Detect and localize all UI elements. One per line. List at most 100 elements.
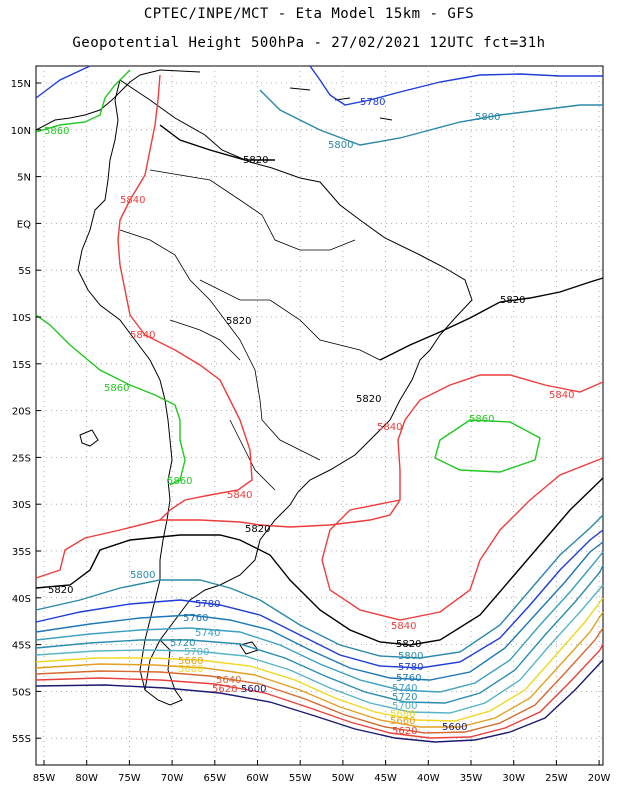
lon-label: 20W (588, 773, 611, 784)
label-5620-sw: 5620 (212, 684, 237, 695)
label-5680-sw: 5680 (178, 664, 203, 675)
graticule (36, 66, 603, 765)
lat-label: 5S (18, 266, 31, 277)
label-5800-n: 5800 (328, 140, 353, 151)
label-5660-s: 5660 (390, 716, 415, 727)
label-5860-w: 5860 (104, 383, 129, 394)
lat-label: 10S (12, 313, 31, 324)
central-america-coast (35, 69, 201, 131)
label-5840-sw2: 5640 (216, 675, 241, 686)
contour-5600 (35, 659, 604, 743)
lon-label: 55W (289, 773, 312, 784)
contour-5660 (35, 611, 604, 728)
lon-label: 45W (374, 773, 397, 784)
label-5820-s: 5820 (396, 639, 421, 650)
label-5820-w: 5820 (48, 585, 73, 596)
label-5660-sw: 5660 (178, 656, 203, 667)
contour-5620 (35, 643, 604, 739)
label-5840-sw: 5840 (227, 490, 252, 501)
contour-5760 (35, 541, 604, 681)
contour-label-group: 5860 5840 5820 5800 5780 5800 5820 5840 … (44, 97, 574, 737)
lon-label: 70W (161, 773, 184, 784)
label-5700-sw: 5700 (184, 647, 209, 658)
contour-5840-south (35, 374, 604, 579)
contour-lines (35, 65, 604, 743)
label-5860-sw: 5860 (167, 476, 192, 487)
lat-label: 55S (12, 734, 31, 745)
contour-5700 (35, 584, 604, 714)
contour-5820-north (159, 124, 275, 161)
label-5840-w: 5840 (130, 330, 155, 341)
label-5700-s: 5700 (392, 701, 417, 712)
lon-label: 35W (460, 773, 483, 784)
label-5840-c: 5840 (377, 422, 402, 433)
label-5840-e: 5840 (549, 390, 574, 401)
label-5760-sw: 5760 (183, 613, 208, 624)
label-5720-s: 5720 (392, 692, 417, 703)
map-frame (35, 65, 604, 766)
label-5680-s: 5680 (390, 709, 415, 720)
contour-5780 (35, 529, 604, 669)
label-5620-s: 5620 (392, 726, 417, 737)
falkland-islands (239, 641, 259, 655)
latitude-labels: 15N 10N 5N EQ 5S 10S 15S 20S 25S 30S 35S 40S 45S 50S 5… (11, 79, 41, 745)
label-5600-s: 5600 (442, 722, 467, 733)
title-line-1: CPTEC/INPE/MCT - Eta Model 15km - GFS (143, 6, 475, 22)
contour-5860-west (35, 314, 186, 486)
contour-5860-north (35, 69, 131, 133)
country-borders (119, 169, 381, 491)
lon-label: 65W (203, 773, 226, 784)
label-5820-c: 5820 (226, 316, 251, 327)
label-5740-s: 5740 (392, 683, 417, 694)
lon-label: 75W (118, 773, 141, 784)
lon-label: 30W (502, 773, 525, 784)
lake-titicaca (79, 429, 99, 447)
label-5800-s: 5800 (398, 651, 423, 662)
contour-5720 (35, 564, 604, 704)
lat-label: 20S (12, 407, 31, 418)
contour-5800-north (259, 89, 603, 146)
contour-5680 (35, 597, 604, 722)
label-5780-n: 5780 (360, 97, 385, 108)
label-5820-n: 5820 (243, 155, 268, 166)
contour-5860-east-cell (434, 419, 541, 473)
title-line-2: Geopotential Height 500hPa - 27/02/2021 … (72, 35, 546, 51)
lat-label: 30S (12, 500, 31, 511)
label-5820-sw: 5820 (245, 524, 270, 535)
label-5860-cell: 5860 (469, 414, 494, 425)
label-5720-sw: 5720 (170, 638, 195, 649)
lat-label: 15N (11, 79, 31, 90)
contour-5740 (35, 551, 604, 693)
lat-label: 15S (12, 360, 31, 371)
lon-label: 60W (246, 773, 269, 784)
south-america-coast (77, 79, 473, 706)
lon-label: 25W (545, 773, 568, 784)
contour-5820 (35, 477, 604, 646)
contour-5820-east (379, 277, 604, 361)
label-5840-nw: 5840 (120, 195, 145, 206)
label-5840-s: 5840 (391, 621, 416, 632)
coastlines (35, 69, 473, 706)
contour-5840-west (117, 74, 253, 521)
label-5780-sw: 5780 (195, 599, 220, 610)
longitude-labels: 85W 80W 75W 70W 65W 60W 55W 50W 45W 40W 35W 30W 25W 2… (33, 760, 611, 784)
label-5760-s: 5760 (396, 673, 421, 684)
lat-label: 10N (11, 126, 31, 137)
lat-label: 25S (12, 453, 31, 464)
lat-label: 45S (12, 641, 31, 652)
lon-label: 80W (75, 773, 98, 784)
lon-label: 40W (417, 773, 440, 784)
label-5800-ne: 5800 (475, 112, 500, 123)
contour-5840-loop (321, 457, 604, 621)
lat-label: 40S (12, 594, 31, 605)
label-5800-sw: 5800 (130, 570, 155, 581)
label-5860-nw: 5860 (44, 126, 69, 137)
contour-5640 (35, 627, 604, 734)
label-5600-sw: 5600 (241, 684, 266, 695)
lon-label: 85W (33, 773, 56, 784)
label-5820-se: 5820 (356, 394, 381, 405)
contour-5800 (35, 514, 604, 659)
lat-label: EQ (17, 219, 31, 230)
label-5780-s: 5780 (398, 662, 423, 673)
